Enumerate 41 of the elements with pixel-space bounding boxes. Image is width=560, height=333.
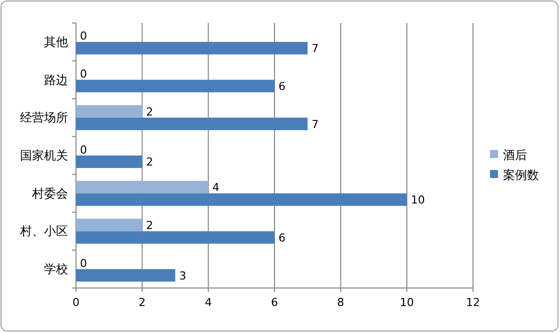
x-tick-label: 6 — [271, 296, 278, 309]
data-label: 7 — [312, 118, 319, 131]
y-tick-label: 学校 — [44, 262, 68, 276]
bar — [76, 269, 176, 282]
bar — [76, 180, 208, 194]
x-tick-label: 10 — [400, 296, 414, 309]
data-label: 6 — [278, 231, 286, 244]
y-tick-label: 村委会 — [31, 186, 68, 200]
data-label: 3 — [179, 269, 186, 282]
data-label: 7 — [312, 42, 319, 56]
x-tick-label: 0 — [72, 296, 80, 309]
bar — [76, 42, 308, 54]
y-tick-label: 路边 — [44, 72, 68, 87]
x-tick-label: 4 — [204, 296, 212, 309]
bar — [76, 156, 142, 168]
data-label: 2 — [146, 156, 154, 169]
y-tick-label: 国家机关 — [20, 148, 68, 162]
legend-label: 酒后 — [503, 148, 527, 162]
data-label: 0 — [80, 68, 87, 81]
data-label: 4 — [212, 181, 220, 194]
plot: 0 2 4 6 8 10 12 其他 路边 经营场所 国家机关 村委会 村、小区 学校 0 0 2 0 4 2 0 7 6 7 2 10 6 3 — [20, 22, 480, 309]
x-tick-label: 12 — [466, 296, 480, 309]
bar — [76, 80, 274, 92]
data-label: 0 — [80, 30, 87, 43]
bar — [76, 118, 308, 130]
bar — [76, 105, 142, 118]
legend-label: 案例数 — [503, 168, 539, 182]
x-tick-label: 2 — [138, 296, 146, 309]
y-tick-label: 村、小区 — [19, 224, 68, 238]
data-label: 0 — [80, 256, 87, 270]
data-label: 10 — [410, 194, 425, 207]
data-label: 2 — [146, 218, 154, 232]
x-tick-label: 8 — [337, 296, 344, 309]
bar — [76, 193, 407, 206]
data-label: 6 — [278, 80, 286, 94]
bar — [76, 218, 142, 232]
y-tick-label: 经营场所 — [20, 110, 68, 125]
y-tick-label: 其他 — [44, 34, 68, 49]
data-label: 2 — [146, 105, 154, 118]
data-label: 0 — [80, 143, 87, 156]
bar — [76, 231, 274, 244]
